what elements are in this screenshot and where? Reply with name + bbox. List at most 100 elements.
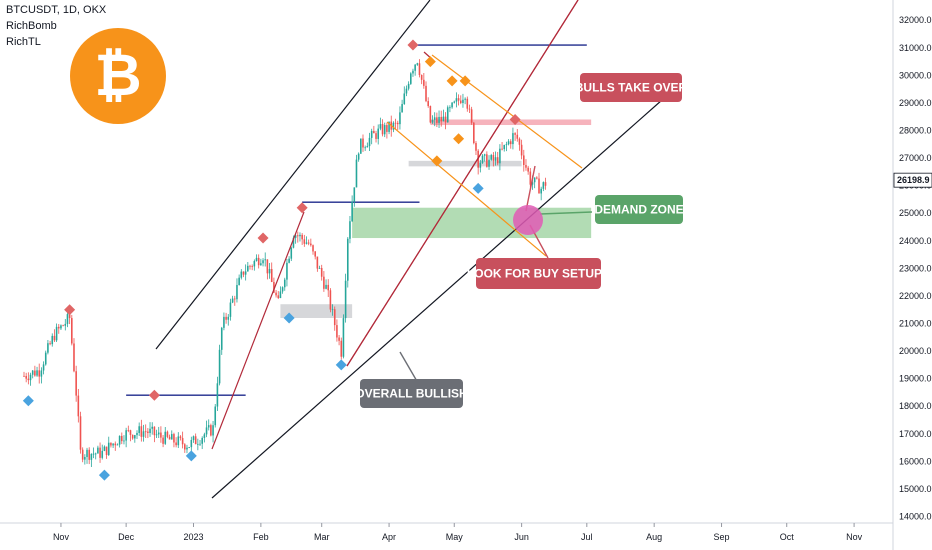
candle-body bbox=[410, 73, 412, 84]
candle-body bbox=[110, 442, 112, 446]
candle-body bbox=[275, 292, 277, 296]
candle-body bbox=[375, 133, 377, 139]
candle-body bbox=[38, 370, 41, 377]
time-tick-label: Mar bbox=[314, 532, 330, 542]
candle-body bbox=[403, 93, 406, 105]
blue-signal-marker bbox=[283, 312, 295, 324]
bullish-callout-arrow bbox=[399, 351, 419, 384]
candle-body bbox=[257, 257, 260, 266]
candle-body bbox=[268, 269, 271, 274]
candle-body bbox=[314, 251, 316, 257]
time-tick-label: Dec bbox=[118, 532, 135, 542]
orange-channel-upper bbox=[431, 54, 583, 169]
candle-body bbox=[105, 446, 108, 455]
candle-body bbox=[431, 119, 434, 123]
candle-body bbox=[442, 116, 445, 122]
candle-body bbox=[475, 143, 477, 151]
candle-body bbox=[136, 432, 138, 436]
candle-body bbox=[118, 435, 121, 445]
candle-body bbox=[522, 155, 525, 165]
candle-body bbox=[242, 271, 245, 275]
candle-body bbox=[68, 314, 71, 319]
price-tick-label: 28000.0 bbox=[899, 126, 932, 136]
candle-body bbox=[518, 138, 521, 145]
candle-body bbox=[520, 144, 523, 156]
candle-body bbox=[153, 426, 156, 436]
zone-support_2 bbox=[408, 160, 522, 167]
candle-body bbox=[131, 434, 134, 439]
time-tick-label: Sep bbox=[714, 532, 730, 542]
candle-body bbox=[464, 98, 466, 100]
candle-body bbox=[107, 442, 110, 455]
candle-body bbox=[164, 431, 167, 444]
candle-body bbox=[292, 237, 295, 248]
candle-body bbox=[492, 155, 495, 161]
price-tick-label: 27000.0 bbox=[899, 153, 932, 163]
candle-body bbox=[386, 125, 388, 132]
candle-body bbox=[479, 162, 482, 168]
candle-body bbox=[162, 437, 164, 444]
candle-body bbox=[233, 298, 236, 300]
candle-body bbox=[260, 263, 262, 266]
candle-body bbox=[101, 450, 104, 458]
candle-body bbox=[301, 234, 303, 240]
look-for-buy-setups-callout-label: LOOK FOR BUY SETUPS bbox=[467, 267, 610, 281]
candle-body bbox=[512, 133, 514, 145]
indicator-richtl[interactable]: RichTL bbox=[6, 36, 41, 48]
candle-body bbox=[170, 434, 173, 440]
candle-body bbox=[505, 144, 508, 146]
bitcoin-logo-icon bbox=[70, 28, 166, 124]
candle-body bbox=[418, 63, 421, 75]
candle-body bbox=[501, 148, 503, 150]
candle-body bbox=[483, 154, 486, 156]
candle-body bbox=[316, 256, 319, 269]
symbol-line[interactable]: BTCUSDT, 1D, OKX bbox=[6, 4, 107, 16]
candle-body bbox=[51, 335, 54, 345]
candle-body bbox=[236, 284, 238, 300]
candle-body bbox=[494, 157, 497, 161]
candle-body bbox=[294, 235, 297, 238]
candle-body bbox=[486, 154, 488, 167]
candle-body bbox=[444, 116, 447, 123]
candle-body bbox=[499, 148, 501, 164]
time-tick-label: May bbox=[446, 532, 464, 542]
candle-body bbox=[140, 426, 143, 437]
candle-body bbox=[99, 447, 101, 458]
candle-body bbox=[73, 343, 75, 372]
candle-body bbox=[377, 128, 380, 139]
candle-body bbox=[220, 327, 223, 350]
candle-body bbox=[338, 337, 340, 341]
price-tick-label: 30000.0 bbox=[899, 70, 932, 80]
price-tick-label: 25000.0 bbox=[899, 208, 932, 218]
candle-body bbox=[405, 88, 408, 94]
candle-body bbox=[155, 434, 158, 436]
last-price-box bbox=[893, 172, 932, 188]
candle-body bbox=[529, 171, 532, 185]
candle-body bbox=[151, 426, 154, 429]
candle-body bbox=[516, 134, 519, 139]
candle-body bbox=[184, 444, 186, 450]
indicator-richbomb[interactable]: RichBomb bbox=[6, 20, 57, 32]
candle-body bbox=[323, 276, 325, 289]
candle-body bbox=[342, 318, 345, 357]
candle-body bbox=[168, 436, 171, 440]
candle-body bbox=[40, 370, 43, 377]
red-signal-marker bbox=[296, 202, 308, 214]
candle-body bbox=[188, 447, 190, 448]
candle-body bbox=[297, 235, 299, 237]
candle-body bbox=[203, 434, 206, 438]
candle-body bbox=[346, 238, 349, 281]
lower-channel-line bbox=[211, 99, 663, 499]
candle-body bbox=[470, 109, 473, 123]
last-price-label: 26198.9 bbox=[897, 175, 930, 185]
candle-body bbox=[273, 281, 275, 293]
orange-signal-marker bbox=[431, 155, 443, 167]
candle-body bbox=[240, 271, 243, 278]
price-tick-label: 18000.0 bbox=[899, 401, 932, 411]
candle-body bbox=[262, 260, 264, 264]
candle-body bbox=[134, 435, 136, 439]
candle-body bbox=[436, 117, 438, 123]
candle-body bbox=[414, 64, 416, 71]
red-signal-marker bbox=[64, 304, 76, 316]
